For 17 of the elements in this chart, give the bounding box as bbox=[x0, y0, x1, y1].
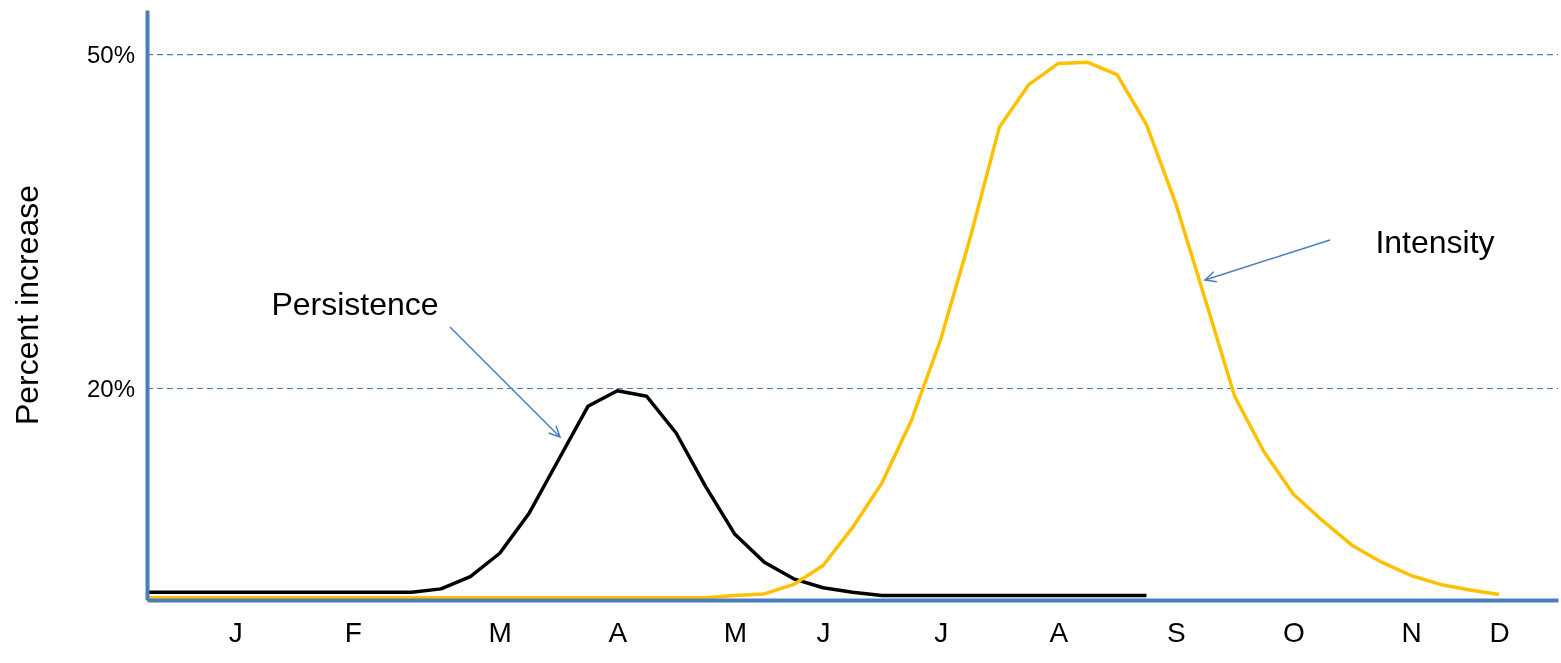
annotation: Persistence bbox=[271, 286, 439, 322]
x-tick-label: J bbox=[934, 616, 949, 648]
x-tick-label: J bbox=[816, 616, 831, 648]
x-tick-label: M bbox=[488, 616, 512, 648]
y-axis-title: Percent increase bbox=[9, 184, 45, 426]
x-tick-label: O bbox=[1283, 616, 1305, 648]
x-tick-label: N bbox=[1401, 616, 1422, 648]
x-tick-label: A bbox=[1049, 616, 1069, 648]
x-tick-label: D bbox=[1489, 616, 1510, 648]
x-tick-label: M bbox=[723, 616, 748, 648]
x-tick-label: S bbox=[1167, 616, 1186, 648]
y-tick-label: 50% bbox=[86, 40, 135, 68]
x-tick-label: J bbox=[228, 616, 243, 648]
x-tick-label: A bbox=[608, 616, 628, 648]
y-tick-label: 20% bbox=[86, 374, 135, 402]
x-tick-label: F bbox=[344, 616, 362, 648]
annotation: Intensity bbox=[1375, 224, 1495, 260]
